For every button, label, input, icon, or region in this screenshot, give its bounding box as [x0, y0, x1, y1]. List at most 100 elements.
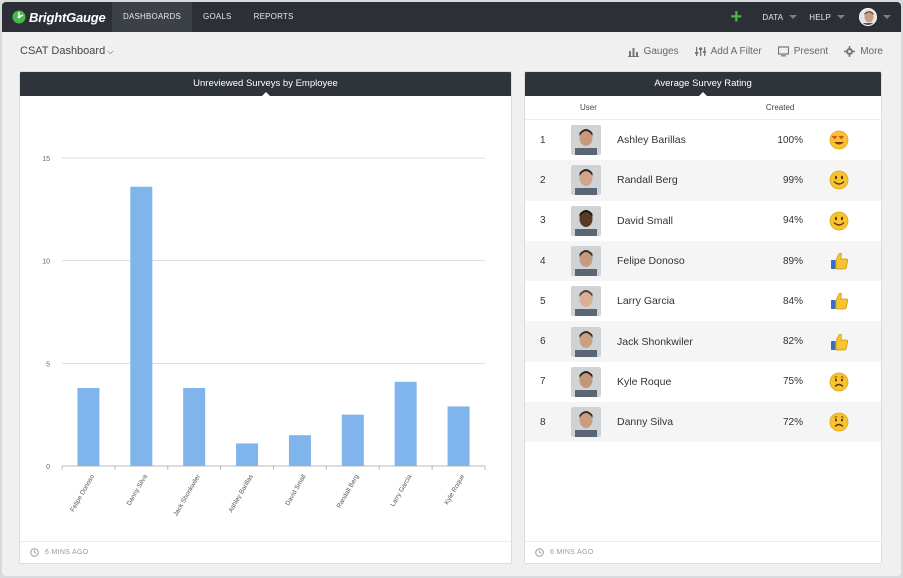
nav-goals[interactable]: GOALS [203, 12, 232, 21]
nav-reports[interactable]: REPORTS [253, 12, 294, 21]
employee-name: Kyle Roque [617, 375, 672, 388]
avatar-face-icon [860, 9, 876, 25]
data-menu[interactable]: DATA [756, 13, 803, 22]
employee-photo [571, 125, 601, 156]
user-avatar[interactable] [859, 8, 877, 26]
gear-icon [844, 45, 856, 57]
rating-percent: 84% [782, 295, 803, 307]
caret-down-icon[interactable] [883, 15, 891, 19]
panel-header[interactable]: Average Survey Rating [525, 72, 881, 96]
notch-icon [699, 92, 707, 96]
top-navbar: BrightGauge DASHBOARDS GOALS REPORTS + D… [2, 2, 901, 32]
bar [183, 387, 206, 466]
more-button[interactable]: More [844, 45, 883, 57]
bar [77, 387, 100, 466]
panel-footer: 6 MINS AGO [525, 541, 881, 563]
x-tick-label: Larry Garcia [389, 473, 413, 508]
employee-name: Larry Garcia [617, 295, 675, 308]
employee-name: Danny Silva [617, 416, 674, 429]
table-row[interactable]: 2 Randall Berg 99% [525, 160, 881, 201]
table-row[interactable]: 6 Jack Shonkwiler 82% [525, 321, 881, 362]
bar-chart: 0 5 10 15 Felipe Donoso Danny Silva Jack Shonk… [42, 156, 486, 518]
rating-table-body: 1 Ashley Barillas 100% 2 Randall Berg 99% 3 Dav… [525, 120, 881, 443]
thumbs-up-emoji-icon [831, 333, 849, 350]
x-tick-label: David Small [284, 473, 308, 507]
bar-chart-icon [627, 47, 639, 57]
rating-percent: 99% [782, 174, 803, 186]
thumbs-up-emoji-icon [831, 252, 849, 270]
last-updated: 6 MINS AGO [45, 549, 89, 556]
data-menu-label: DATA [762, 12, 784, 22]
last-updated: 6 MINS AGO [550, 549, 594, 556]
panel-footer: 6 MINS AGO [20, 541, 511, 563]
frown-emoji-icon [829, 372, 849, 392]
add-filter-button[interactable]: Add A Filter [694, 45, 762, 57]
employee-name: Jack Shonkwiler [617, 335, 693, 348]
x-tick-label: Kyle Roque [443, 473, 466, 506]
x-tick-label: Danny Silva [126, 473, 150, 507]
person-photo-icon [571, 125, 601, 156]
help-menu[interactable]: HELP [803, 13, 851, 22]
column-header-user[interactable]: User [580, 103, 597, 112]
rating-percent: 72% [782, 416, 803, 428]
rank-number: 1 [540, 134, 546, 146]
employee-photo [571, 246, 601, 277]
table-row[interactable]: 5 Larry Garcia 84% [525, 281, 881, 321]
average-survey-rating-panel: Average Survey Rating User Created 1 Ashl… [524, 71, 882, 564]
gauges-label: Gauges [643, 45, 679, 57]
brand-name: BrightGauge [29, 9, 106, 25]
bar [288, 435, 311, 466]
employee-photo [571, 326, 601, 357]
brand-logo[interactable]: BrightGauge [2, 10, 112, 25]
table-row[interactable]: 7 Kyle Roque 75% [525, 362, 881, 402]
clock-icon [30, 548, 39, 557]
bar [341, 414, 364, 466]
table-row[interactable]: 4 Felipe Donoso 89% [525, 240, 881, 282]
present-button[interactable]: Present [777, 45, 829, 57]
employee-name: Randall Berg [617, 174, 678, 187]
caret-down-icon [837, 15, 845, 19]
person-photo-icon [571, 246, 601, 277]
bar [130, 186, 153, 466]
rating-percent: 89% [782, 255, 803, 267]
table-row[interactable]: 1 Ashley Barillas 100% [525, 120, 881, 160]
unreviewed-surveys-panel: Unreviewed Surveys by Employee 0 5 10 15 Fel… [19, 71, 512, 564]
table-row[interactable]: 8 Danny Silva 72% [525, 402, 881, 443]
add-plus-icon[interactable]: + [730, 6, 743, 28]
monitor-icon [777, 45, 789, 56]
rating-percent: 100% [777, 134, 803, 146]
y-tick-label: 5 [46, 361, 50, 368]
frown-emoji-icon [829, 412, 849, 432]
dashboard-toolbar: CSAT Dashboard ⌵ Gauges Add A Filter Pres… [2, 32, 901, 70]
present-label: Present [793, 45, 829, 57]
person-photo-icon [571, 407, 601, 438]
person-photo-icon [571, 205, 601, 236]
heart-eyes-emoji-icon [829, 130, 849, 150]
bar [447, 406, 470, 466]
table-row[interactable]: 3 David Small 94% [525, 201, 881, 241]
rank-number: 5 [540, 295, 546, 307]
rating-percent: 94% [782, 215, 803, 227]
y-tick-label: 15 [42, 156, 50, 163]
person-photo-icon [571, 326, 601, 357]
employee-photo [571, 165, 601, 196]
more-label: More [860, 45, 883, 57]
dashboard-title: CSAT Dashboard [20, 45, 106, 57]
employee-name: Ashley Barillas [617, 134, 686, 147]
brightgauge-logo-icon [12, 10, 26, 24]
nav-dashboards[interactable]: DASHBOARDS [112, 2, 193, 32]
rank-number: 7 [540, 376, 546, 388]
y-tick-label: 0 [46, 464, 50, 471]
column-header-created[interactable]: Created [765, 103, 795, 112]
rank-number: 4 [540, 255, 546, 267]
x-tick-label: Ashley Barillas [227, 473, 255, 514]
add-filter-label: Add A Filter [710, 45, 762, 57]
x-tick-label: Randall Berg [336, 473, 361, 509]
panel-header[interactable]: Unreviewed Surveys by Employee [20, 72, 511, 96]
person-photo-icon [571, 366, 601, 397]
chevron-down-icon: ⌵ [107, 47, 114, 56]
y-tick-label: 10 [42, 259, 50, 266]
dashboard-selector[interactable]: CSAT Dashboard ⌵ [20, 45, 113, 57]
gauges-button[interactable]: Gauges [627, 45, 679, 57]
